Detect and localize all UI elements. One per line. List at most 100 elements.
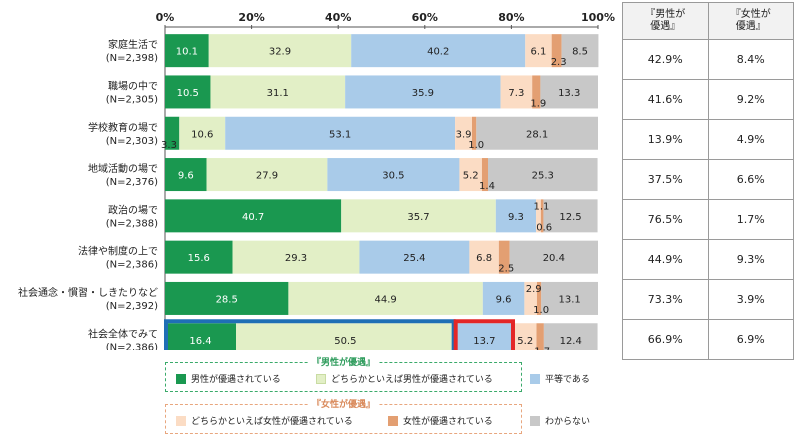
data-label: 13.1 bbox=[559, 294, 581, 305]
bar-segment bbox=[210, 75, 346, 109]
data-label: 12.5 bbox=[559, 212, 581, 223]
legend-male-group: 『男性が優遇』 男性が優遇されている どちらかといえば男性が優遇されている bbox=[165, 355, 522, 392]
summary-cell-female: 6.9% bbox=[707, 319, 794, 360]
x-tick-label: 40% bbox=[325, 11, 351, 24]
bar-segment bbox=[236, 323, 455, 350]
summary-cell-male: 44.9% bbox=[622, 239, 709, 280]
summary-header-female: 『女性が 優遇』 bbox=[707, 2, 794, 40]
bar-segment bbox=[345, 75, 501, 109]
legend-item-equal: 平等である bbox=[530, 372, 590, 385]
bar-segment bbox=[341, 199, 496, 233]
summary-cell-male: 13.9% bbox=[622, 119, 709, 160]
category-n-label: (N=2,398) bbox=[106, 53, 158, 64]
data-label: 50.5 bbox=[334, 336, 356, 347]
summary-cell-male: 37.5% bbox=[622, 159, 709, 200]
summary-cell-female: 1.7% bbox=[707, 199, 794, 240]
category-n-label: (N=2,386) bbox=[106, 342, 158, 350]
bar-segment bbox=[509, 240, 598, 274]
data-label: 2.9 bbox=[526, 284, 542, 295]
bar-segment bbox=[532, 75, 541, 109]
legend-item-somewhat-female-favored: どちらかといえば女性が優遇されている bbox=[176, 414, 353, 427]
category-n-label: (N=2,303) bbox=[106, 136, 158, 147]
data-label: 3.9 bbox=[456, 129, 472, 140]
data-label: 1.0 bbox=[533, 305, 549, 316]
legend-swatch bbox=[176, 415, 186, 426]
data-label: 1.0 bbox=[468, 140, 484, 151]
category-n-label: (N=2,388) bbox=[106, 218, 158, 229]
category-label: 家庭生活で bbox=[108, 38, 158, 51]
data-label: 25.4 bbox=[403, 253, 425, 264]
bar-segment bbox=[327, 158, 460, 192]
bar-segment bbox=[165, 240, 233, 274]
bar-segment bbox=[536, 281, 542, 315]
summary-cell-female: 9.2% bbox=[707, 79, 794, 120]
bar-segment bbox=[471, 116, 477, 150]
data-label: 12.4 bbox=[560, 336, 582, 347]
data-label: 10.1 bbox=[176, 47, 198, 58]
bar-segment bbox=[540, 75, 598, 109]
data-label: 53.1 bbox=[329, 129, 351, 140]
stacked-bar-chart: 0% 20% 40% 60% 80% 100% 家庭生活で (N=2,398) 10.1 32.9… bbox=[18, 11, 615, 350]
data-label: 40.2 bbox=[427, 47, 449, 58]
bar-segment bbox=[498, 240, 510, 274]
category-label: 職場の中で bbox=[108, 79, 158, 92]
bar-segment bbox=[206, 158, 328, 192]
data-label: 9.6 bbox=[178, 171, 194, 182]
bar-segment bbox=[165, 199, 342, 233]
legend-label: わからない bbox=[545, 417, 591, 427]
legend-swatch bbox=[388, 415, 398, 426]
data-label: 29.3 bbox=[285, 253, 307, 264]
data-label: 0.6 bbox=[536, 222, 552, 233]
bar-segment bbox=[225, 116, 456, 150]
legend-item-somewhat-male-favored: どちらかといえば男性が優遇されている bbox=[316, 372, 493, 385]
data-label: 44.9 bbox=[374, 294, 396, 305]
data-label: 1.7 bbox=[534, 346, 550, 350]
data-label: 2.5 bbox=[498, 264, 514, 275]
data-label: 16.4 bbox=[189, 336, 211, 347]
data-label: 35.9 bbox=[412, 88, 434, 99]
data-label: 5.2 bbox=[517, 336, 533, 347]
legend-label: 女性が優遇されている bbox=[403, 417, 493, 427]
summary-table: 『男性が 優遇』 『女性が 優遇』 42.9% 8.4% 41.6% 9.2% 13.9… bbox=[622, 2, 794, 360]
legend-label: 男性が優遇されている bbox=[191, 375, 281, 385]
data-label: 2.3 bbox=[551, 57, 567, 68]
summary-cell-female: 6.6% bbox=[707, 159, 794, 200]
bar-segment bbox=[165, 34, 209, 68]
data-label: 8.5 bbox=[572, 47, 588, 58]
data-label: 31.1 bbox=[267, 88, 289, 99]
legend-item-female-favored: 女性が優遇されている bbox=[388, 414, 493, 427]
data-label: 32.9 bbox=[269, 47, 291, 58]
bar-segment bbox=[536, 199, 541, 233]
legend-label: 平等である bbox=[545, 375, 590, 385]
data-label: 1.9 bbox=[530, 98, 546, 109]
data-label: 10.5 bbox=[177, 88, 199, 99]
data-label: 25.3 bbox=[532, 171, 554, 182]
category-n-label: (N=2,376) bbox=[106, 177, 158, 188]
bar-segment bbox=[540, 199, 544, 233]
summary-cell-male: 73.3% bbox=[622, 279, 709, 320]
summary-row: 44.9% 9.3% bbox=[622, 239, 794, 280]
bar-segment bbox=[179, 116, 226, 150]
x-tick-label: 60% bbox=[412, 11, 438, 24]
legend-label: どちらかといえば女性が優遇されている bbox=[191, 417, 353, 427]
x-tick-label: 20% bbox=[238, 11, 264, 24]
data-label: 27.9 bbox=[256, 171, 278, 182]
category-label: 社会通念・慣習・しきたりなど bbox=[18, 286, 158, 299]
data-label: 35.7 bbox=[407, 212, 429, 223]
header-male-text: 『男性が 優遇』 bbox=[645, 9, 686, 32]
summary-row: 76.5% 1.7% bbox=[622, 199, 794, 240]
data-label: 9.6 bbox=[496, 294, 512, 305]
bar-segment bbox=[165, 75, 211, 109]
bar-segment bbox=[481, 158, 489, 192]
x-tick-label: 100% bbox=[581, 11, 615, 24]
bar-segment bbox=[551, 34, 562, 68]
category-n-label: (N=2,305) bbox=[106, 94, 158, 105]
data-label: 1.1 bbox=[534, 201, 550, 212]
bar-segment bbox=[541, 281, 598, 315]
legend-label: どちらかといえば男性が優遇されている bbox=[331, 375, 493, 385]
summary-row: 42.9% 8.4% bbox=[622, 39, 794, 80]
bar-segment bbox=[561, 34, 599, 68]
summary-cell-female: 4.9% bbox=[707, 119, 794, 160]
summary-cell-male: 76.5% bbox=[622, 199, 709, 240]
x-tick-label: 80% bbox=[498, 11, 524, 24]
